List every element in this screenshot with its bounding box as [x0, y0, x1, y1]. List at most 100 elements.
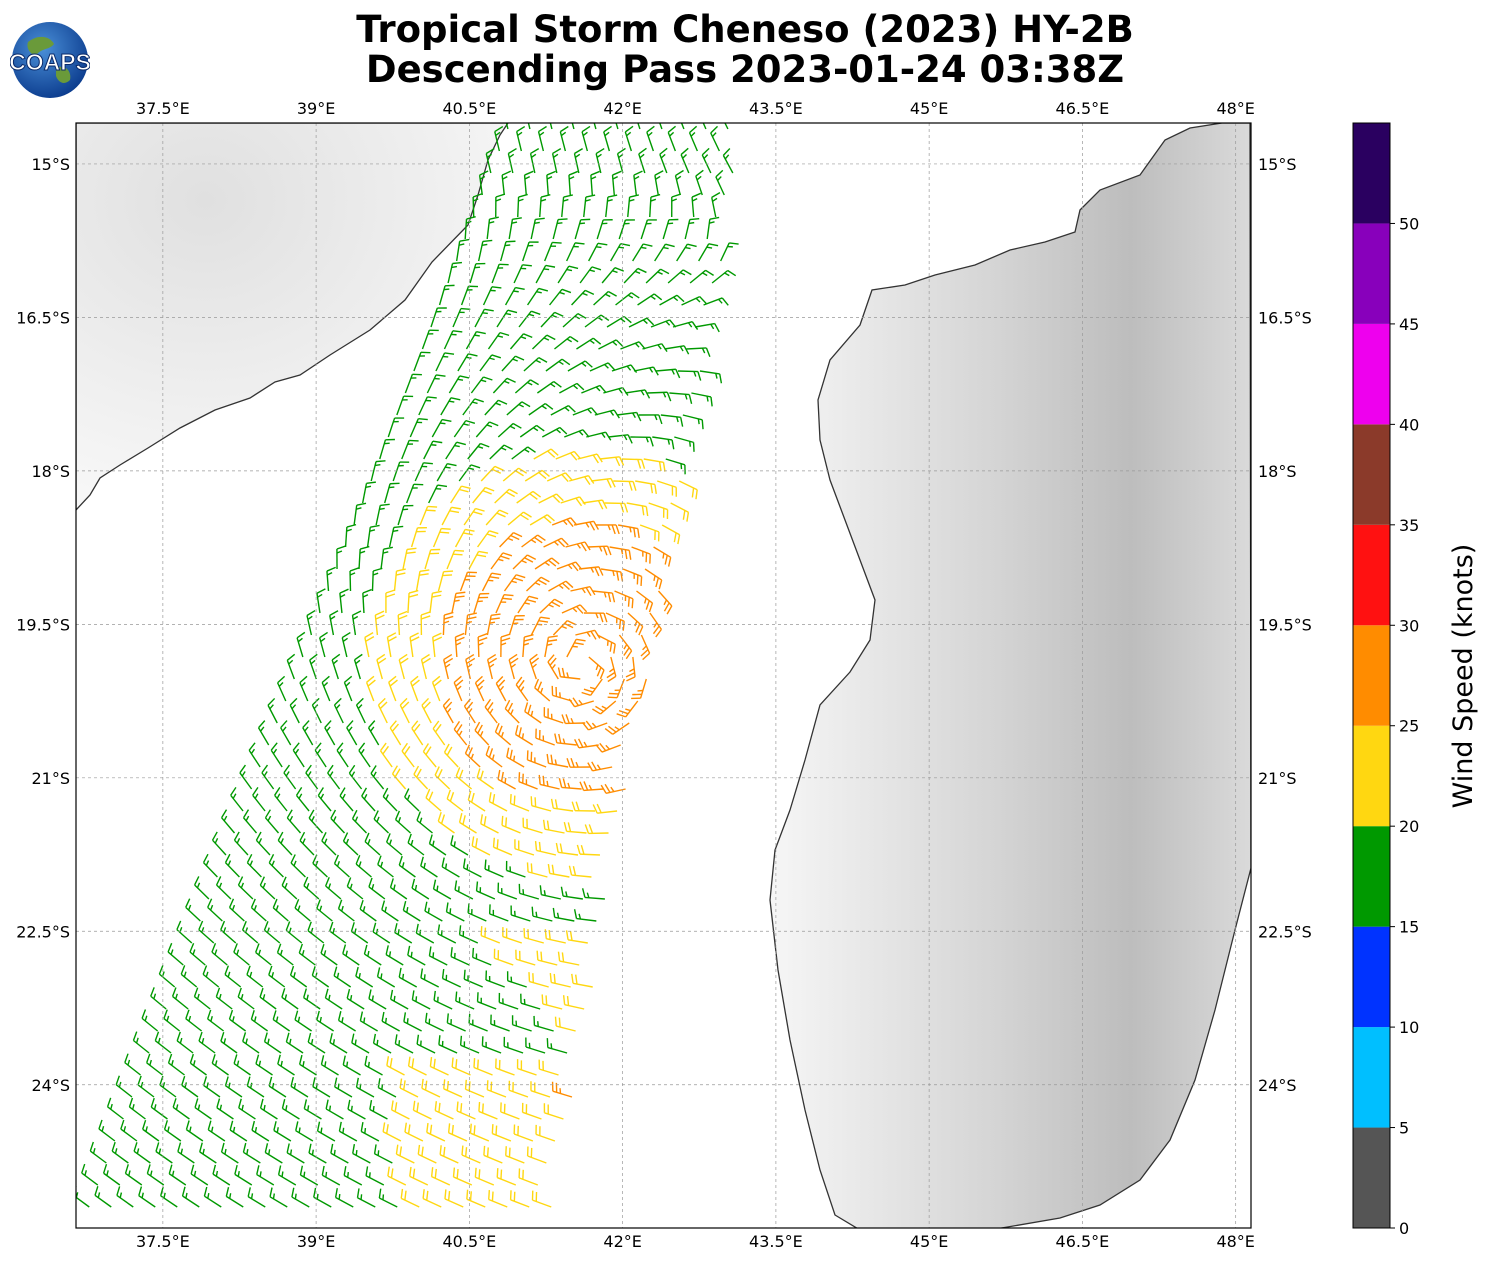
- wind-barb: [682, 414, 704, 430]
- wind-barb: [495, 1058, 515, 1076]
- wind-barb: [531, 1190, 552, 1208]
- wind-barb: [691, 392, 713, 407]
- wind-barb: [251, 1120, 270, 1142]
- wind-barb: [404, 1122, 424, 1142]
- wind-barb: [351, 809, 368, 834]
- wind-barb: [595, 742, 621, 753]
- wind-barb: [276, 943, 294, 966]
- wind-barb: [543, 1103, 564, 1120]
- lon-tick-label: 37.5°E: [136, 99, 190, 118]
- wind-barb: [601, 267, 625, 284]
- wind-barb: [416, 1034, 436, 1054]
- wind-barb: [710, 125, 720, 152]
- wind-barb: [720, 242, 739, 262]
- wind-barb: [505, 123, 509, 130]
- lon-tick-label: 46.5°E: [1056, 99, 1110, 118]
- colorbar-bin: [1353, 424, 1390, 525]
- lat-tick-label: 15°S: [1258, 155, 1297, 174]
- lat-tick-labels-left: 15°S 16.5°S 18°S 19.5°S 21°S 22.5°S 24°S: [16, 155, 70, 1095]
- wind-barb: [460, 285, 479, 306]
- wind-barb: [230, 786, 244, 812]
- wind-barb: [321, 675, 331, 702]
- wind-barb: [691, 192, 702, 218]
- wind-barb: [489, 444, 513, 460]
- wind-barb: [578, 566, 604, 577]
- wind-barb: [455, 238, 470, 262]
- wind-barb: [374, 610, 385, 636]
- wind-barb: [355, 854, 372, 878]
- wind-barb: [247, 1187, 266, 1208]
- wind-barb: [646, 125, 655, 152]
- wind-barb: [452, 1167, 473, 1186]
- map-title-line1: Tropical Storm Cheneso (2023) HY-2B: [356, 8, 1134, 51]
- wind-barb: [454, 528, 475, 548]
- wind-barb: [353, 502, 367, 526]
- wind-barb: [309, 653, 318, 680]
- wind-barb: [537, 125, 547, 152]
- wind-barb: [469, 262, 486, 284]
- wind-barb: [261, 764, 275, 790]
- wind-barb: [233, 1054, 251, 1076]
- wind-barb: [281, 876, 298, 900]
- wind-barb: [522, 817, 543, 834]
- wind-barb: [485, 970, 505, 988]
- wind-barb: [430, 307, 447, 328]
- wind-barb: [613, 480, 637, 491]
- wind-barb: [377, 855, 394, 878]
- wind-barb: [647, 391, 672, 402]
- wind-barb: [659, 294, 685, 306]
- wind-barb: [724, 123, 729, 130]
- wind-barb: [462, 858, 482, 878]
- wind-barb: [270, 742, 283, 768]
- wind-barb: [454, 632, 465, 658]
- wind-barb: [224, 853, 240, 878]
- wind-barb: [185, 898, 201, 922]
- wind-barb: [361, 481, 376, 504]
- wind-barb: [303, 988, 321, 1010]
- wind-barb: [388, 675, 398, 702]
- wind-barb: [294, 1010, 313, 1032]
- wind-barb: [390, 989, 409, 1010]
- wind-barb: [632, 243, 653, 262]
- wind-barb: [443, 743, 459, 768]
- wind-barb: [616, 147, 626, 174]
- wind-barb: [473, 1058, 493, 1076]
- wind-barb: [503, 574, 526, 592]
- wind-barb: [407, 945, 426, 966]
- africa-landmass: [76, 123, 509, 511]
- wind-barb: [146, 1053, 163, 1076]
- wind-barb: [664, 345, 690, 355]
- wind-barb: [588, 656, 605, 680]
- wind-barb: [516, 125, 526, 152]
- wind-barb: [277, 831, 293, 856]
- wind-barb: [379, 742, 393, 768]
- wind-barb: [342, 1055, 361, 1076]
- wind-barb: [333, 966, 352, 988]
- wind-barb: [150, 987, 167, 1010]
- wind-barb: [155, 1142, 173, 1164]
- wind-barb: [259, 876, 276, 900]
- wind-barb: [581, 384, 607, 394]
- wind-barb: [558, 778, 582, 790]
- wind-barb: [667, 125, 677, 152]
- wind-barb: [321, 1165, 341, 1186]
- wind-barb: [496, 309, 518, 328]
- wind-barb: [351, 610, 362, 636]
- wind-barb: [220, 920, 237, 944]
- wind-barb: [389, 878, 408, 900]
- wind-barb: [477, 239, 493, 262]
- wind-barb: [596, 219, 613, 240]
- wind-barb: [438, 284, 455, 306]
- wind-barb: [339, 588, 349, 614]
- wind-barb: [159, 1075, 177, 1098]
- wind-barb: [207, 1120, 226, 1142]
- wind-barb: [211, 831, 227, 856]
- wind-barb: [453, 419, 476, 438]
- wind-barb: [378, 1188, 398, 1208]
- wind-barb: [497, 422, 522, 438]
- wind-barb: [172, 1098, 190, 1120]
- wind-barb: [212, 1164, 231, 1186]
- wind-barb: [505, 1146, 525, 1164]
- colorbar-bin: [1353, 123, 1390, 224]
- wind-barb: [246, 1076, 265, 1098]
